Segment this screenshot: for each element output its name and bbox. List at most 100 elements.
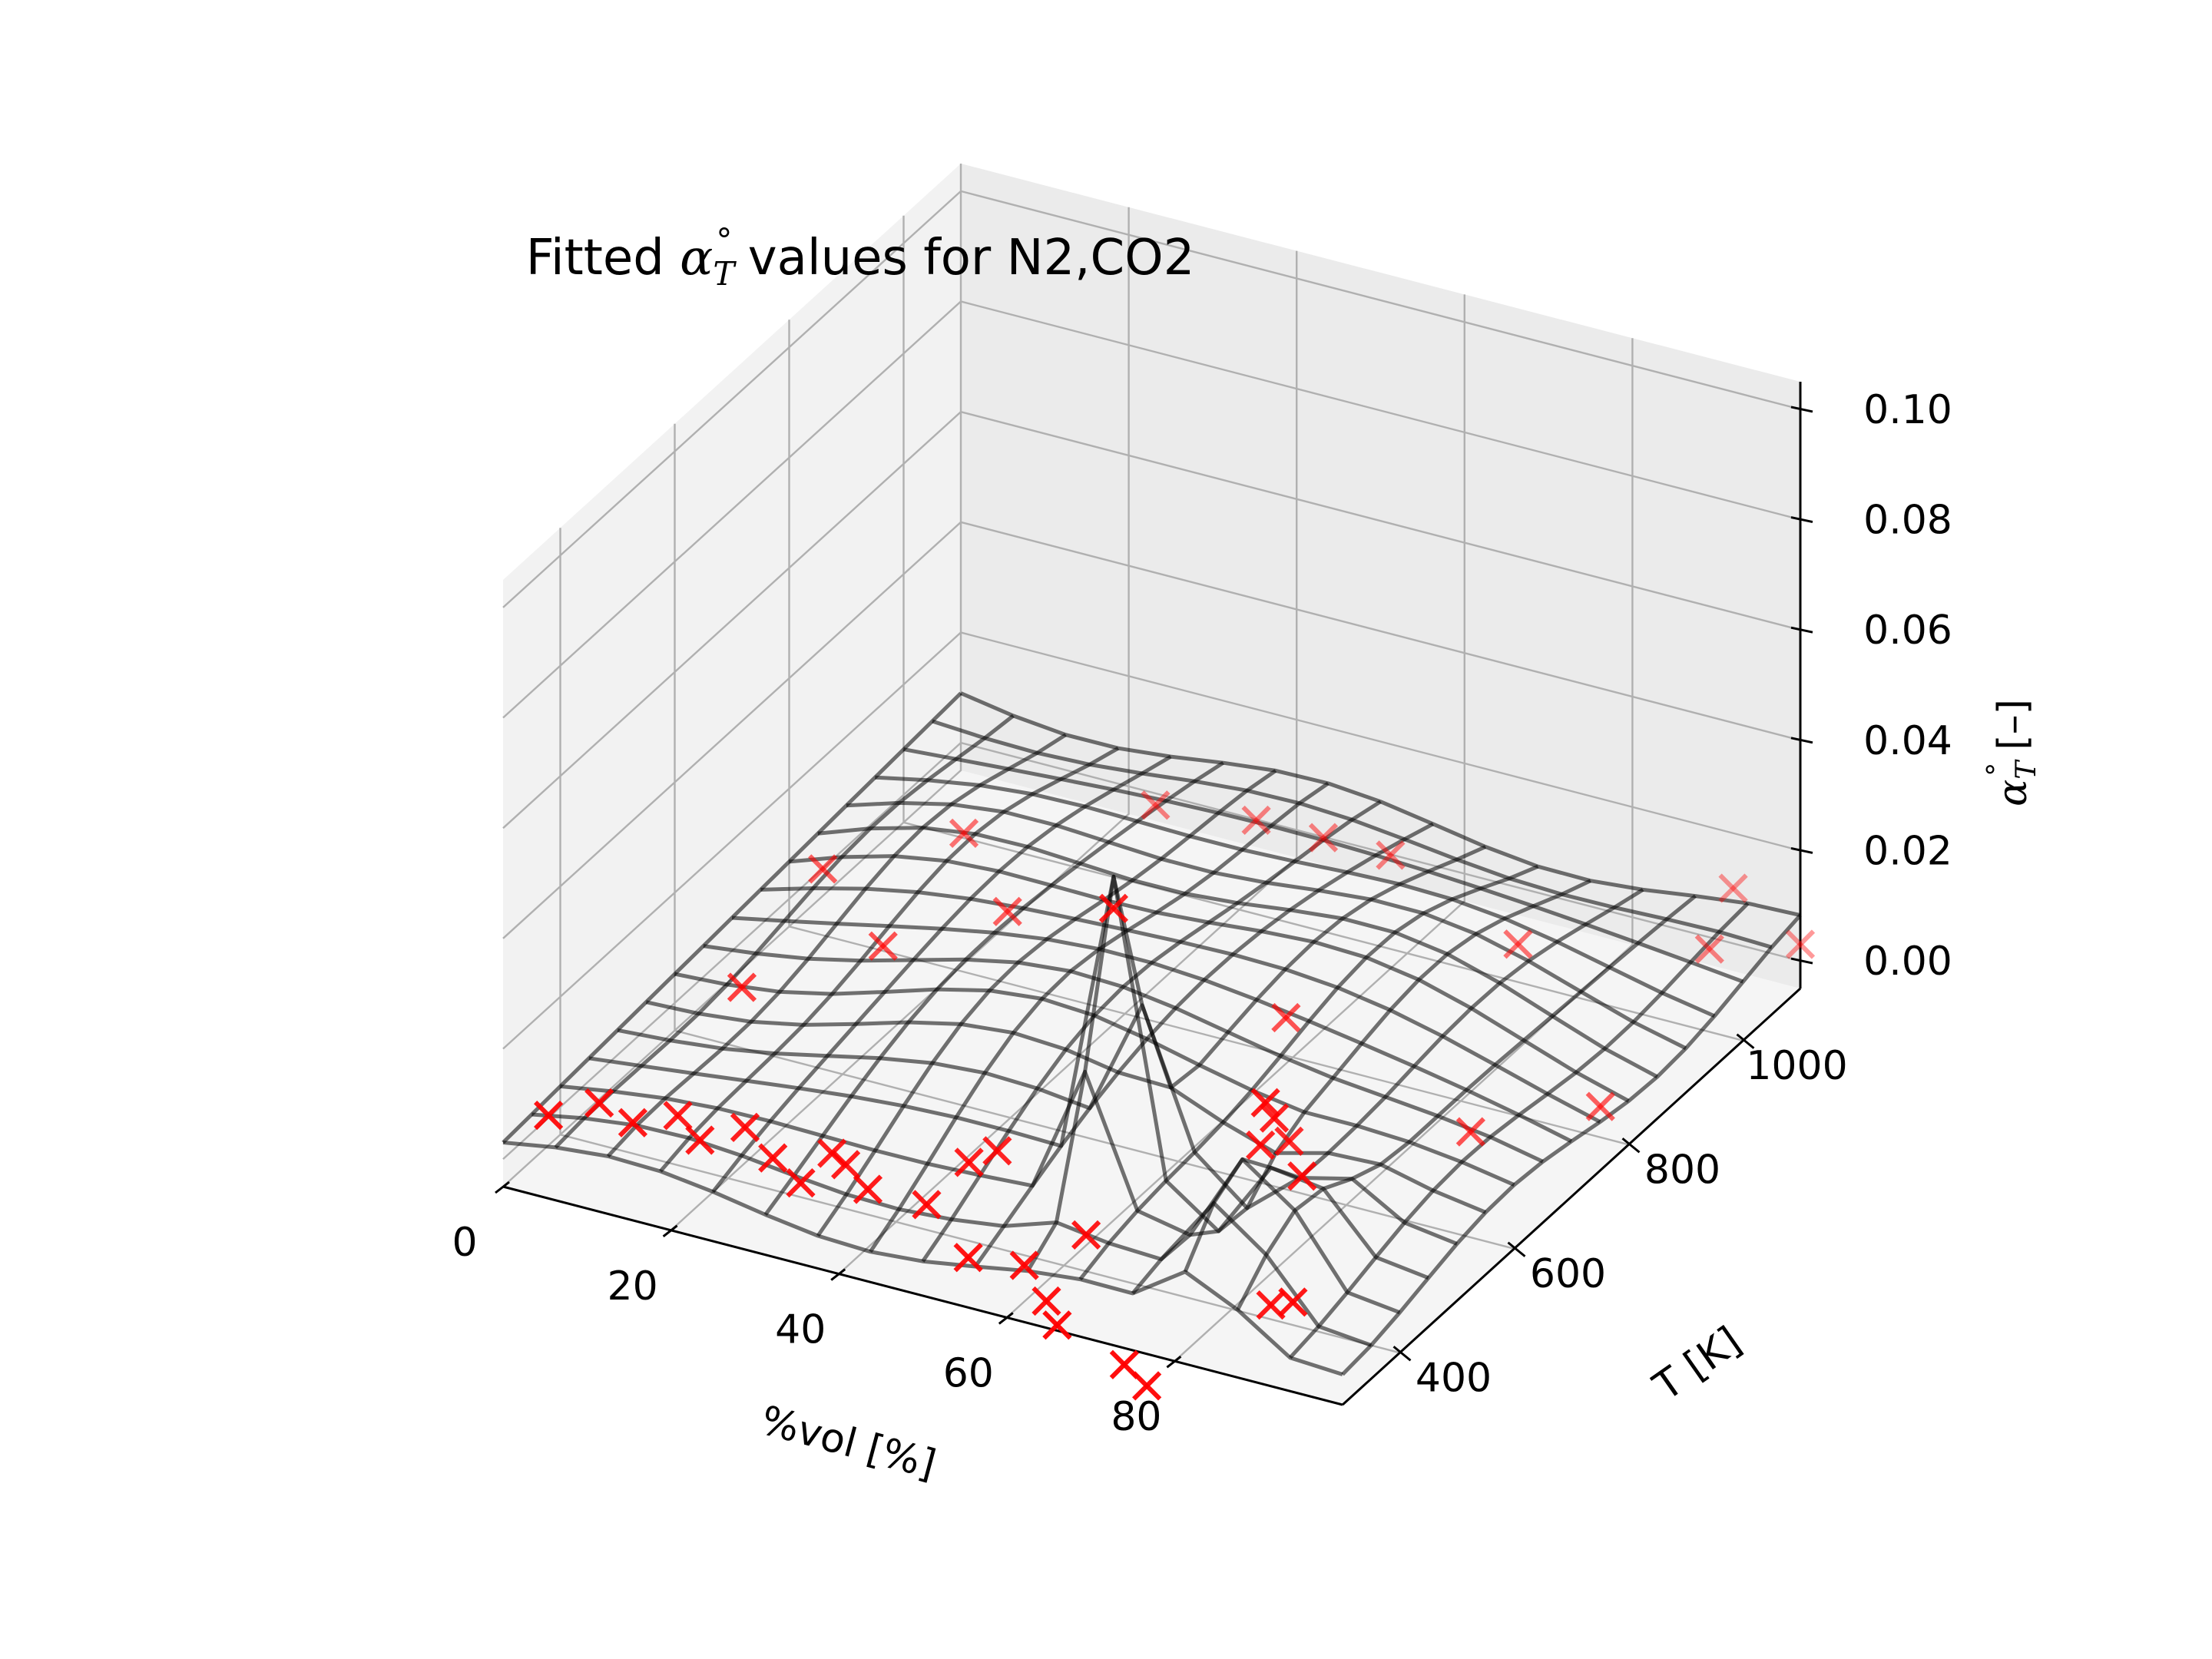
marker-stroke — [1455, 1117, 1485, 1147]
x-tick-label: 0 — [452, 1220, 477, 1266]
marker-stroke — [1241, 805, 1271, 836]
x-tick-mark — [998, 1312, 1014, 1325]
z-label-symbol: α — [1990, 780, 2036, 806]
grid-line-y — [902, 215, 1743, 1041]
marker-stroke — [1009, 1250, 1039, 1280]
tick-labels: 0 20 40 60 80 400 600 800 1000 0.00 0.02 0.04 0.06 0.… — [452, 387, 1952, 1440]
data-marker — [1308, 823, 1339, 853]
data-marker — [730, 1112, 760, 1143]
marker-stroke — [1109, 1349, 1139, 1379]
surface-col-line — [711, 754, 1172, 1194]
data-marker — [808, 854, 838, 884]
grid-line-z — [502, 410, 1801, 830]
data-marker — [953, 1243, 983, 1273]
z-tick-label: 0.06 — [1863, 608, 1952, 654]
marker-stroke — [1585, 1091, 1615, 1121]
marker-stroke — [1042, 1310, 1072, 1340]
title-symbol: α — [680, 230, 713, 286]
surface-col-line — [554, 714, 1015, 1149]
surface-col-line — [1183, 888, 1644, 1273]
x-tick-label: 20 — [608, 1263, 658, 1310]
data-marker — [949, 818, 979, 849]
marker-stroke — [830, 1150, 861, 1180]
data-marker — [1009, 1250, 1039, 1280]
marker-stroke — [1259, 1103, 1290, 1133]
grid-line-x — [1174, 338, 1634, 1363]
data-marker — [1455, 1117, 1485, 1147]
marker-stroke — [1718, 873, 1748, 903]
marker-stroke — [730, 1112, 760, 1143]
grid-line-z — [502, 521, 1801, 939]
z-tick-mark — [1790, 406, 1813, 413]
x-axis-line — [502, 1185, 1343, 1406]
marker-stroke — [982, 1136, 1012, 1166]
marker-stroke — [1132, 1371, 1162, 1401]
data-marker — [1246, 1130, 1276, 1161]
data-marker — [758, 1143, 788, 1173]
data-marker — [830, 1150, 861, 1180]
surface-col-line — [1078, 864, 1539, 1281]
z-tick-label: 0.02 — [1863, 828, 1952, 874]
title-subscript: T — [713, 255, 737, 293]
z-tick-mark — [1790, 626, 1813, 634]
grid-line-x — [1005, 294, 1466, 1319]
marker-stroke — [1503, 929, 1533, 959]
marker-stroke — [808, 854, 838, 884]
surface-col-line — [973, 822, 1434, 1268]
y-tick-label: 400 — [1416, 1355, 1492, 1401]
data-marker — [1585, 1091, 1615, 1121]
marker-stroke — [1278, 1287, 1308, 1317]
z-label-unit: [–] — [1990, 699, 2036, 750]
surface-col-line — [1288, 902, 1750, 1359]
marker-stroke — [1694, 934, 1724, 964]
z-label-superscript: ° — [1982, 763, 2013, 777]
y-tick-mark — [1392, 1346, 1412, 1362]
surface-col-line — [1236, 894, 1697, 1311]
marker-stroke — [949, 818, 979, 849]
data-markers — [533, 790, 1816, 1401]
marker-stroke — [1274, 1126, 1304, 1157]
surface-col-line — [1341, 913, 1802, 1376]
grid-line-x — [838, 250, 1298, 1275]
marker-stroke — [685, 1125, 715, 1155]
data-marker — [663, 1101, 693, 1131]
y-tick-mark — [1507, 1241, 1526, 1257]
z-tick-mark — [1790, 846, 1813, 854]
grid-line-y — [674, 423, 1515, 1250]
left-pane — [503, 164, 961, 1187]
x-axis-label: %vol [%] — [756, 1397, 941, 1488]
surface-col-line — [816, 769, 1277, 1237]
grid-line-y — [559, 528, 1400, 1354]
data-marker — [533, 1101, 564, 1131]
data-marker — [982, 1136, 1012, 1166]
marker-stroke — [853, 1174, 883, 1204]
data-marker — [1042, 1310, 1072, 1340]
marker-stroke — [1071, 1220, 1101, 1250]
data-marker — [584, 1088, 614, 1118]
data-marker — [1287, 1161, 1317, 1191]
marker-stroke — [663, 1101, 693, 1131]
marker-stroke — [1785, 929, 1816, 959]
y-tick-mark — [1736, 1033, 1755, 1049]
marker-stroke — [1031, 1286, 1061, 1316]
z-tick-label: 0.00 — [1863, 939, 1952, 985]
grid-line-y — [788, 320, 1629, 1146]
x-tick-label: 60 — [943, 1350, 994, 1396]
surface-col-line — [763, 761, 1224, 1216]
data-marker — [1718, 873, 1748, 903]
data-marker — [1031, 1286, 1061, 1316]
marker-stroke — [1141, 790, 1171, 820]
surface-col-line — [659, 747, 1120, 1173]
marker-stroke — [1271, 1002, 1301, 1033]
z-tick-mark — [1790, 957, 1813, 965]
y-tick-label: 1000 — [1746, 1043, 1847, 1089]
data-marker — [1241, 805, 1271, 836]
data-marker — [786, 1167, 816, 1198]
marker-stroke — [1246, 1130, 1276, 1161]
data-marker — [618, 1108, 648, 1137]
data-marker — [1785, 929, 1816, 959]
x-tick-label: 80 — [1111, 1394, 1161, 1440]
marker-stroke — [1308, 823, 1339, 853]
marker-stroke — [1376, 840, 1406, 870]
